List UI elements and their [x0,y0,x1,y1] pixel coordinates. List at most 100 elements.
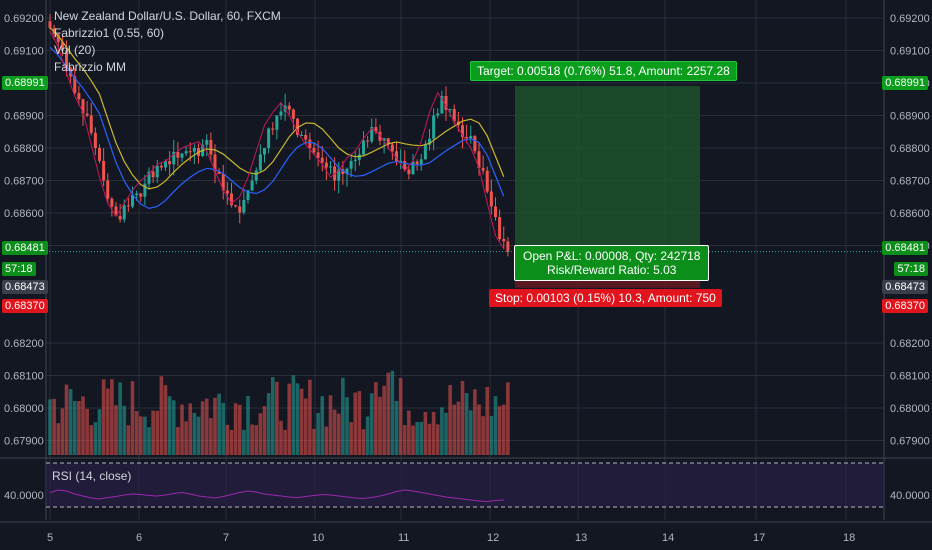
indicator-fabrizzio1[interactable]: Fabrizzio1 (0.55, 60) [54,26,165,40]
candle-body [230,193,233,206]
symbol-title[interactable]: New Zealand Dollar/U.S. Dollar, 60, FXCM [54,9,281,23]
candle-body [60,42,64,51]
candle-body [386,138,390,145]
volume-bar [477,404,481,455]
candle-body [205,140,209,145]
volume-bar [303,398,308,455]
volume-bar [501,404,506,455]
volume-bar [270,377,275,455]
candle-body [477,151,481,169]
volume-bar [77,401,81,455]
candle-body [172,151,176,165]
volume-bar [332,409,337,455]
candle-body [312,148,316,153]
volume-bar [287,383,292,455]
candle-body [399,161,403,162]
price-tick-right: 0.68200 [890,338,930,350]
candle-body [349,161,353,169]
volume-bar [180,404,184,455]
volume-bar [473,389,477,455]
candle-body [279,111,283,116]
candle-body [440,96,444,114]
candle-body [238,206,242,213]
rsi-band [46,463,884,507]
candle-body [89,115,93,133]
date-tick: 5 [47,532,53,544]
candle-body [246,190,250,200]
candle-body [465,137,469,139]
candle-body [444,96,448,110]
candle-body [155,165,159,178]
candle-body [65,50,68,68]
volume-bar [204,398,209,455]
candle-body [263,148,266,155]
volume-bar [233,403,238,455]
volume-bar [89,425,94,455]
candle-body [287,105,291,110]
candle-body [147,171,151,184]
candle-body [345,168,349,174]
volume-bar [299,388,304,455]
indicator-fabrizzio-mm[interactable]: Fabrizzio MM [54,60,127,74]
candle-body [176,151,180,158]
chart-legend: New Zealand Dollar/U.S. Dollar, 60, FXCM… [54,8,281,76]
volume-bar [171,400,176,455]
candle-body [506,241,510,252]
volume-bar [411,425,415,455]
target-price-tag-left: 0.68991 [2,76,48,90]
volume-bar [262,406,267,455]
candle-body [494,206,497,218]
candle-body [126,205,130,207]
volume-bar [295,383,300,455]
price-tick-right: 0.69100 [890,46,930,58]
candle-body [143,183,147,197]
candle-body [234,205,238,207]
indicator-volume[interactable]: Vol (20) [54,43,96,57]
volume-bar [105,388,110,455]
volume-bar [237,404,242,455]
candle-body [192,148,196,152]
candle-body [56,34,60,43]
candle-body [502,239,506,242]
candle-body [415,161,419,165]
price-tick-left: 0.68000 [4,403,44,415]
price-tick-left: 0.68200 [4,338,44,350]
price-tick-left: 0.68100 [4,371,44,383]
candle-body [407,169,411,174]
volume-bar [402,425,407,455]
candle-body [423,144,427,160]
volume-bar [64,384,69,455]
volume-bar [361,429,366,455]
volume-bar [394,400,399,455]
volume-bar [341,377,345,455]
profit-zone [515,85,700,255]
volume-bar [485,387,490,455]
candle-body [77,93,81,100]
volume-bar [130,381,135,455]
volume-bar [200,401,205,455]
price-tick-left: 0.68600 [4,208,44,220]
candle-body [209,140,213,155]
candle-body [320,157,324,163]
volume-bar [246,395,250,455]
candle-body [473,136,477,152]
candle-body [481,168,485,171]
rsi-legend[interactable]: RSI (14, close) [52,469,132,483]
candle-body [139,193,143,197]
volume-bar [506,382,510,455]
candle-body [135,193,139,195]
candle-body [428,138,431,145]
price-tick-left: 0.69100 [4,46,44,58]
candle-body [370,127,374,142]
candle-body [85,113,89,116]
target-label: Target: 0.00518 (0.76%) 51.8, Amount: 22… [470,61,737,81]
volume-bar [378,396,382,455]
candle-body [291,109,295,119]
volume-bar [460,381,465,455]
volume-bar [489,415,494,455]
candle-body [432,115,436,139]
volume-bar [126,425,131,455]
candle-body [110,198,114,207]
candle-body [93,132,97,148]
